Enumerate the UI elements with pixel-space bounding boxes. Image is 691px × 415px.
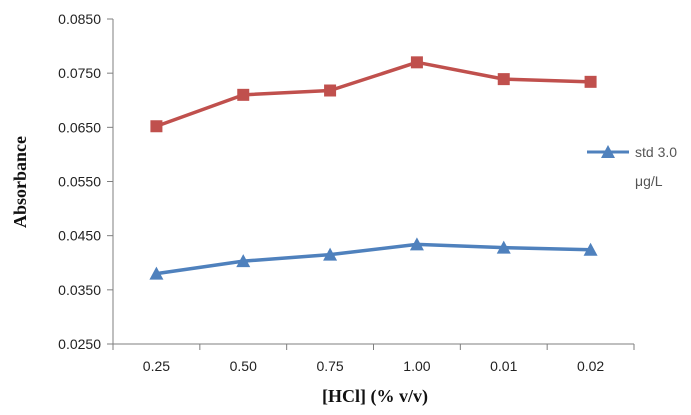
data-point-square — [410, 56, 423, 69]
series-blue-triangles — [149, 237, 598, 280]
x-tick-label: 0.01 — [490, 358, 517, 374]
y-tick-label: 0.0250 — [58, 336, 101, 352]
series-line — [155, 60, 591, 128]
y-tick-label: 0.0550 — [58, 174, 101, 190]
x-tick-label: 0.02 — [577, 358, 604, 374]
y-tick-label: 0.0350 — [58, 282, 101, 298]
data-point-triangle — [583, 242, 598, 256]
data-point-triangle — [323, 247, 338, 261]
series-layer — [149, 56, 598, 280]
y-tick-label: 0.0450 — [58, 228, 101, 244]
data-point-square — [150, 120, 163, 133]
data-point-triangle — [236, 254, 251, 268]
data-point-square — [497, 73, 510, 86]
y-axis-title: Absorbance — [10, 136, 30, 228]
x-tick-labels: 0.25 0.50 0.75 1.00 0.01 0.02 — [143, 358, 605, 374]
x-axis-title: [HCl] (% v/v) — [322, 386, 428, 407]
data-point-triangle — [149, 266, 164, 280]
legend-label-line1: std 3.0 — [635, 144, 677, 160]
x-tick-label: 0.25 — [143, 358, 170, 374]
y-tick-labels: 0.0850 0.0750 0.0650 0.0550 0.0450 0.0350 0.02… — [58, 11, 101, 352]
y-tick-label: 0.0850 — [58, 11, 101, 27]
y-tick-label: 0.0750 — [58, 65, 101, 81]
axes — [107, 18, 635, 350]
x-tick-label: 1.00 — [403, 358, 430, 374]
legend-triangle-marker — [601, 145, 615, 158]
data-point-triangle — [409, 237, 424, 251]
data-point-square — [584, 75, 597, 88]
x-tick-label: 0.75 — [316, 358, 343, 374]
data-point-square — [237, 88, 250, 101]
legend-label-line2: μg/L — [635, 173, 663, 189]
x-tick-label: 0.50 — [230, 358, 257, 374]
y-tick-label: 0.0650 — [58, 119, 101, 135]
legend: std 3.0 μg/L — [587, 144, 677, 189]
series-line — [156, 242, 591, 276]
data-point-square — [324, 84, 337, 97]
series-red-squares — [150, 56, 597, 133]
data-point-triangle — [496, 240, 511, 254]
